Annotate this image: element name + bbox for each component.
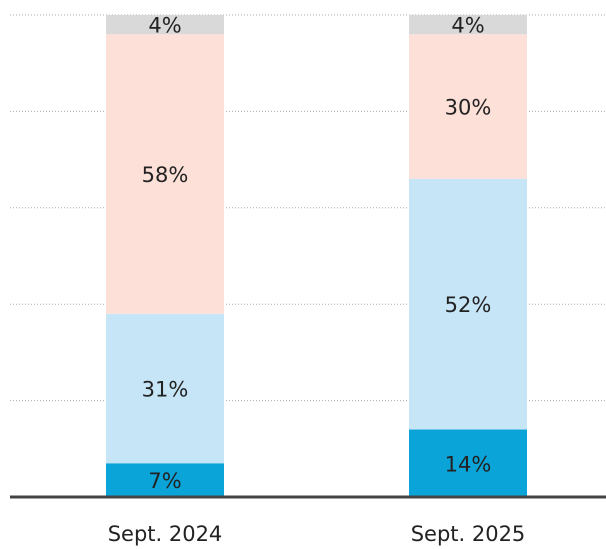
bar-segment <box>409 34 527 179</box>
data-label: 30% <box>445 96 492 120</box>
data-label: 14% <box>445 452 492 476</box>
data-label: 4% <box>451 14 484 38</box>
bar-segment <box>409 178 527 430</box>
data-label: 52% <box>445 293 492 317</box>
bar-segment <box>106 463 224 497</box>
x-tick-label: Sept. 2024 <box>108 522 223 546</box>
data-label: 58% <box>142 163 189 187</box>
bar-segment <box>409 429 527 497</box>
data-label: 4% <box>148 14 181 38</box>
bar-segment <box>106 34 224 314</box>
bar-segment <box>409 15 527 35</box>
data-label: 31% <box>142 378 189 402</box>
bar-segment <box>106 313 224 464</box>
data-label: 7% <box>148 469 181 493</box>
x-tick-label: Sept. 2025 <box>411 522 526 546</box>
bar-segment <box>106 15 224 35</box>
